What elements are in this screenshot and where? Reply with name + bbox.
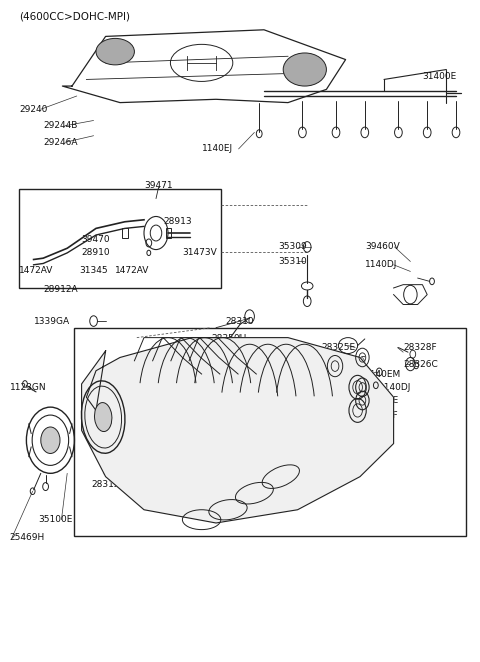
Text: 28313B: 28313B	[288, 446, 323, 455]
Text: 39471: 39471	[144, 181, 173, 190]
Text: 39470: 39470	[82, 235, 110, 244]
Bar	[74, 328, 466, 536]
Text: 1123GN: 1123GN	[10, 383, 46, 392]
Text: 1140EM: 1140EM	[365, 369, 401, 379]
Text: 28325E: 28325E	[322, 343, 356, 352]
Text: 28913: 28913	[163, 217, 192, 226]
Text: 31473V: 31473V	[182, 248, 217, 258]
Text: 28324E: 28324E	[288, 363, 322, 372]
Text: 29244B: 29244B	[43, 121, 78, 130]
Text: 28327C: 28327C	[331, 356, 366, 365]
Text: 28313B: 28313B	[264, 462, 299, 471]
Text: 28313B: 28313B	[240, 480, 275, 489]
Bar	[166, 228, 171, 238]
Text: 35310: 35310	[278, 257, 307, 266]
Polygon shape	[82, 338, 394, 523]
Text: 1140EJ: 1140EJ	[202, 144, 233, 154]
Text: 28361E: 28361E	[365, 396, 399, 405]
Text: 35309: 35309	[278, 242, 307, 252]
Text: 1472AV: 1472AV	[115, 265, 150, 275]
Text: 28310: 28310	[226, 316, 254, 326]
Text: 1140DJ: 1140DJ	[365, 260, 397, 269]
Text: 28313B: 28313B	[307, 429, 342, 438]
Text: 1140DJ: 1140DJ	[379, 383, 411, 392]
Text: 31345: 31345	[79, 265, 108, 275]
Text: 28350H: 28350H	[211, 334, 247, 344]
Text: 28328F: 28328F	[403, 343, 437, 352]
Text: 25469H: 25469H	[10, 533, 45, 542]
Text: 28912A: 28912A	[43, 285, 78, 295]
Text: 29246A: 29246A	[43, 138, 78, 147]
Polygon shape	[394, 285, 427, 305]
Ellipse shape	[96, 38, 134, 65]
Text: 28323F: 28323F	[365, 411, 398, 420]
Text: 31400E: 31400E	[422, 71, 456, 81]
Text: 28326C: 28326C	[403, 359, 438, 369]
Text: 35100E: 35100E	[38, 515, 73, 524]
Circle shape	[41, 427, 60, 453]
Bar	[19, 189, 221, 288]
Bar	[122, 228, 128, 238]
Text: 1472AV: 1472AV	[19, 265, 54, 275]
Text: (4600CC>DOHC-MPI): (4600CC>DOHC-MPI)	[19, 11, 130, 22]
Text: 29240: 29240	[19, 105, 48, 114]
Text: 39460V: 39460V	[365, 242, 399, 252]
Ellipse shape	[95, 402, 112, 432]
Text: 28910: 28910	[82, 248, 110, 258]
Text: 28312F: 28312F	[91, 480, 125, 489]
Text: 1339GA: 1339GA	[34, 316, 70, 326]
Ellipse shape	[283, 53, 326, 86]
Text: 28361E: 28361E	[322, 383, 356, 392]
